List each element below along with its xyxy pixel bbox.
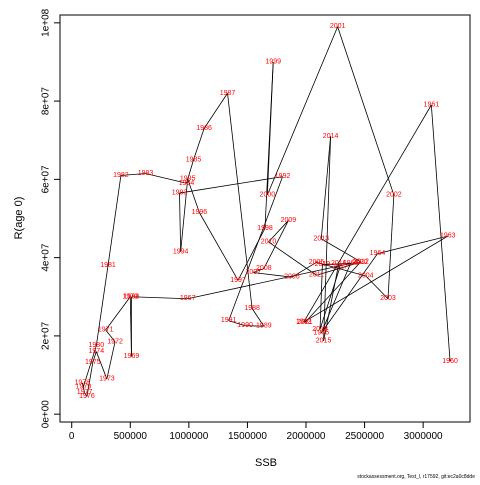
series-segment [179,193,180,252]
point-label-2013: 2013 [313,235,329,242]
series-segment [106,297,131,330]
point-label-1998: 1998 [257,225,273,232]
point-label-2015: 2015 [316,337,332,344]
point-label-1987: 1987 [220,90,236,97]
point-label-1988: 1988 [244,305,260,312]
point-label-1972: 1972 [107,338,123,345]
footer-credit: stockassessment.org, Test_l, r17592, git… [357,474,475,480]
y-tick-label: 6e+07 [41,165,52,194]
series-segment [338,27,394,195]
y-tick-label: 4e+07 [41,243,52,272]
point-label-1993: 1993 [172,190,188,197]
series-segment [199,213,238,281]
x-tick-label: 1500000 [228,431,267,442]
point-label-2008: 2008 [256,265,272,272]
point-label-1969: 1969 [124,353,140,360]
point-label-1983: 1983 [138,170,154,177]
point-label-1996: 1996 [192,209,208,216]
point-label-1992: 1992 [275,173,291,180]
point-label-1979: 1979 [76,383,92,390]
point-label-2019: 2019 [315,261,331,268]
point-label-2014: 2014 [323,133,339,140]
point-label-1981: 1981 [100,262,116,269]
point-label-2003: 2003 [380,295,396,302]
point-label-1990: 1990 [237,322,253,329]
year-labels: 1960196119621963196419651966196719681969… [74,23,458,400]
point-label-2001: 2001 [330,23,346,30]
x-tick-label: 0 [69,431,75,442]
point-label-1975: 1975 [85,359,101,366]
point-label-1970: 1970 [122,293,138,300]
y-axis-title: R(age 0) [13,197,25,240]
y-axis: 0e+00 2e+07 4e+07 6e+07 8e+07 1e+08 [41,8,61,428]
x-tick-label: 2500000 [345,431,384,442]
series-segment [267,27,337,195]
series-segment [388,195,394,299]
x-tick-label: 2000000 [287,431,326,442]
point-label-1967: 1967 [180,295,196,302]
point-label-1986: 1986 [196,125,212,132]
y-tick-label: 2e+07 [41,321,52,350]
point-label-1982: 1982 [113,172,129,179]
x-tick-label: 1000000 [169,431,208,442]
x-tick-label: 3000000 [404,431,443,442]
x-tick-label: 500000 [114,431,148,442]
point-label-1985: 1985 [186,156,202,163]
series-segment [96,265,108,345]
point-label-1971: 1971 [98,327,114,334]
y-tick-label: 1e+08 [41,8,52,37]
point-label-2009: 2009 [281,217,297,224]
point-label-1995: 1995 [180,175,196,182]
point-label-1994: 1994 [173,248,189,255]
series-segment [304,236,448,322]
y-tick-label: 8e+07 [41,87,52,116]
point-label-2010: 2010 [261,238,277,245]
point-label-1991: 1991 [221,317,237,324]
point-label-2018: 2018 [312,326,328,333]
x-axis-title: SSB [255,457,277,469]
series-segment [108,175,121,265]
series-segment [107,342,115,379]
y-tick-label: 0e+00 [41,400,52,429]
point-label-2021: 2021 [297,319,313,326]
plot-frame [60,15,470,422]
point-label-2006: 2006 [284,274,300,281]
x-axis: 0 500000 1000000 1500000 2000000 2500000 30000… [69,422,443,442]
point-label-1960: 1960 [442,358,458,365]
series-segment [194,128,205,159]
point-label-1980: 1980 [89,342,105,349]
point-label-1989: 1989 [256,323,272,330]
point-label-2011: 2011 [309,272,324,279]
point-label-2004: 2004 [358,273,374,280]
point-label-2000: 2000 [260,192,276,199]
recruitment-series [82,27,450,397]
point-label-1999: 1999 [265,58,281,65]
series-segment [267,62,273,195]
point-label-1961: 1961 [424,102,440,109]
point-label-1964: 1964 [370,250,386,257]
point-label-1973: 1973 [99,375,115,382]
series-segment [204,93,227,128]
point-label-2020: 2020 [352,259,368,266]
point-label-2002: 2002 [386,192,402,199]
point-label-1997: 1997 [230,277,246,284]
point-label-1963: 1963 [440,233,456,240]
series-segment [377,236,447,254]
point-label-2017: 2017 [332,264,348,271]
